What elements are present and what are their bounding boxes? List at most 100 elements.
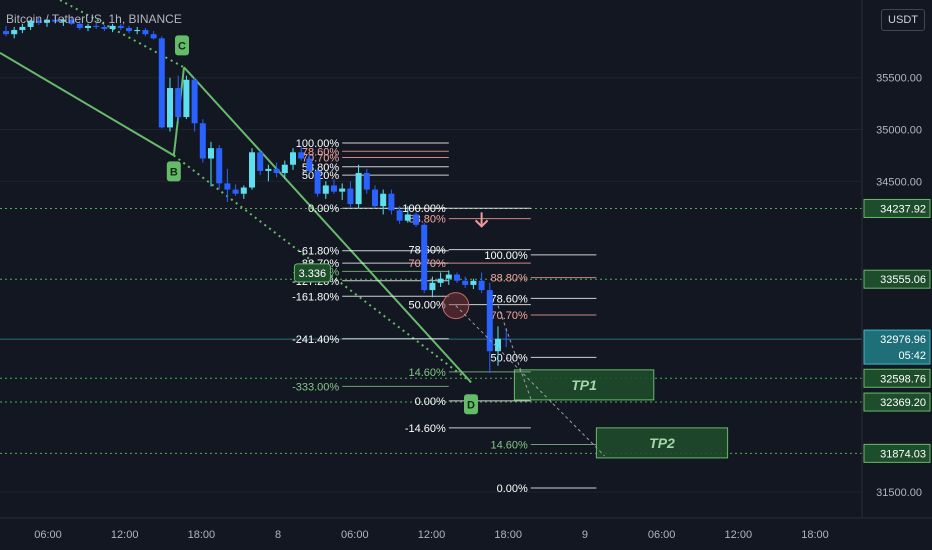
fib-level-label: 100.00% (484, 250, 528, 262)
pattern-point-label: C (178, 40, 186, 52)
candle-body (68, 19, 75, 24)
fib-level-label: 0.00% (497, 483, 528, 495)
candle-body (429, 282, 436, 291)
candle-body (388, 193, 395, 211)
price-axis-label: 33555.06 (880, 274, 926, 286)
candle-body (503, 338, 510, 340)
price-axis-badge (863, 198, 931, 218)
candle-body (363, 173, 370, 190)
price-axis-badge (863, 392, 931, 412)
fib-level-label: -333.00% (292, 381, 339, 393)
symbol-title[interactable]: Bitcoin / TetherUS, 1h, BINANCE (6, 12, 182, 26)
time-tick-label: 18:00 (188, 529, 216, 541)
candle-body (396, 210, 403, 221)
time-tick-label: 18:00 (494, 529, 522, 541)
candle-body (249, 152, 255, 188)
candle-body (175, 88, 182, 118)
candle-body (3, 31, 9, 35)
pattern-point-label: D (467, 399, 475, 411)
candle-body (306, 158, 313, 171)
fib-level-label: -14.60% (405, 423, 446, 435)
candle-body (380, 193, 387, 207)
candle-body (495, 338, 501, 352)
fib-level-label: 100.00% (296, 138, 340, 150)
pattern-leg (183, 66, 472, 383)
fib-level-label: 78.60% (490, 293, 528, 305)
price-axis-countdown: 05:42 (898, 350, 926, 362)
time-tick-label: 12:00 (725, 529, 753, 541)
fib-level-label: 0.00% (308, 203, 339, 215)
price-axis-label: 31874.03 (880, 448, 926, 460)
fib-level-label: 70.70% (408, 258, 446, 270)
time-tick-label: 06:00 (648, 529, 676, 541)
candle-body (183, 79, 190, 118)
candle-body (60, 19, 67, 22)
candle-body (35, 20, 42, 23)
candle-body (224, 183, 231, 190)
fib-level-label: 70.70% (490, 310, 528, 322)
candle-body (478, 280, 485, 291)
time-tick-label: 8 (275, 529, 281, 541)
fib-level-label: 50.20% (302, 170, 340, 182)
price-tick-label: 31500.00 (876, 487, 922, 499)
fib-level-label: 50.00% (408, 300, 446, 312)
candle-body (101, 26, 108, 30)
candle-body (486, 290, 493, 352)
price-axis-badge (863, 443, 931, 463)
fib-level-label: 50.00% (490, 352, 528, 364)
price-axis-label: 34237.92 (880, 203, 926, 215)
candle-body (290, 152, 296, 165)
candle-body (52, 19, 59, 22)
pattern-leg (0, 51, 175, 157)
time-tick-label: 18:00 (801, 529, 829, 541)
candle-body (404, 214, 411, 221)
target-box (513, 369, 655, 401)
fib-level-label: -241.40% (292, 334, 339, 346)
ratio-label: 3.336 (299, 268, 327, 280)
time-tick-label: 12:00 (418, 529, 446, 541)
candle-body (27, 20, 34, 27)
pattern-point-badge (175, 35, 189, 56)
currency-badge[interactable]: USDT (881, 9, 925, 31)
candle-body (199, 123, 206, 159)
candle-body (462, 280, 469, 285)
fib-level-label: -161.80% (292, 291, 339, 303)
candle-body (355, 173, 362, 205)
price-axis-label: 32598.76 (880, 373, 926, 385)
projection-line (497, 305, 532, 400)
time-tick-label: 9 (582, 529, 588, 541)
candle-body (150, 34, 157, 39)
candle-body (281, 164, 288, 174)
candle-body (11, 30, 18, 35)
price-axis-badge (863, 329, 931, 365)
candle-body (445, 274, 452, 279)
candle-body (372, 189, 378, 207)
price-tick-label: 35500.00 (876, 73, 922, 85)
fib-level-label: 88.80% (490, 273, 528, 285)
candle-body (93, 25, 100, 27)
candle-body (437, 278, 444, 283)
fib-level-label: 78.60% (408, 245, 446, 257)
fib-level-label: 14.60% (408, 367, 446, 379)
fib-level-label: 14.60% (490, 439, 528, 451)
candle-body (167, 88, 173, 128)
candle-body (85, 25, 91, 28)
pattern-point-badge (166, 161, 181, 182)
candle-body (421, 224, 428, 291)
candle-body (19, 26, 26, 31)
target-label: TP1 (571, 377, 597, 393)
down-arrow (474, 212, 489, 228)
candle-body (126, 27, 132, 32)
candle-body (314, 170, 321, 194)
candle-body (322, 185, 329, 194)
candle-body (232, 189, 239, 194)
candle-body (273, 168, 280, 174)
price-tick-label: 35000.00 (876, 125, 922, 137)
candle-body (265, 168, 272, 171)
candle-body (191, 79, 198, 124)
candle-body (117, 25, 124, 28)
pattern-point-badge (464, 394, 478, 415)
candle-body (240, 187, 247, 194)
